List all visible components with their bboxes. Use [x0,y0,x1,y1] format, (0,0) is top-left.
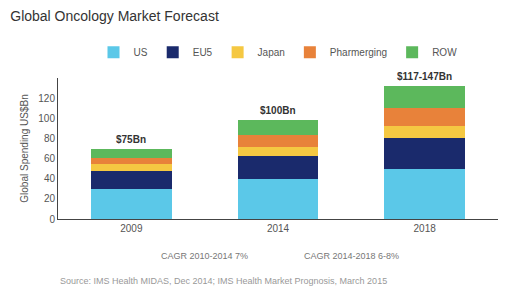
svg-text:Source: IMS Health MIDAS, Dec: Source: IMS Health MIDAS, Dec 2014; IMS … [60,276,387,286]
svg-text:2018: 2018 [414,223,437,234]
svg-text:$100Bn: $100Bn [260,105,296,116]
svg-text:ROW: ROW [432,47,457,58]
svg-text:$75Bn: $75Bn [116,134,146,145]
svg-text:Pharmerging: Pharmerging [330,47,387,58]
svg-text:40: 40 [44,173,56,184]
svg-text:100: 100 [38,113,55,124]
svg-text:60: 60 [44,153,56,164]
svg-text:US: US [134,47,148,58]
svg-text:Global Oncology Market Forecas: Global Oncology Market Forecast [10,8,219,24]
svg-text:2009: 2009 [120,223,143,234]
svg-text:120: 120 [38,93,55,104]
svg-text:CAGR 2010-2014 7%: CAGR 2010-2014 7% [161,251,248,261]
svg-text:Japan: Japan [258,47,285,58]
svg-text:20: 20 [44,193,56,204]
svg-text:80: 80 [44,133,56,144]
svg-text:CAGR 2014-2018 6-8%: CAGR 2014-2018 6-8% [304,251,399,261]
svg-text:Global Spending US$Bn: Global Spending US$Bn [19,94,30,202]
svg-text:2014: 2014 [267,223,290,234]
svg-text:EU5: EU5 [193,47,213,58]
svg-text:0: 0 [49,214,55,225]
svg-text:$117-147Bn: $117-147Bn [397,71,452,82]
